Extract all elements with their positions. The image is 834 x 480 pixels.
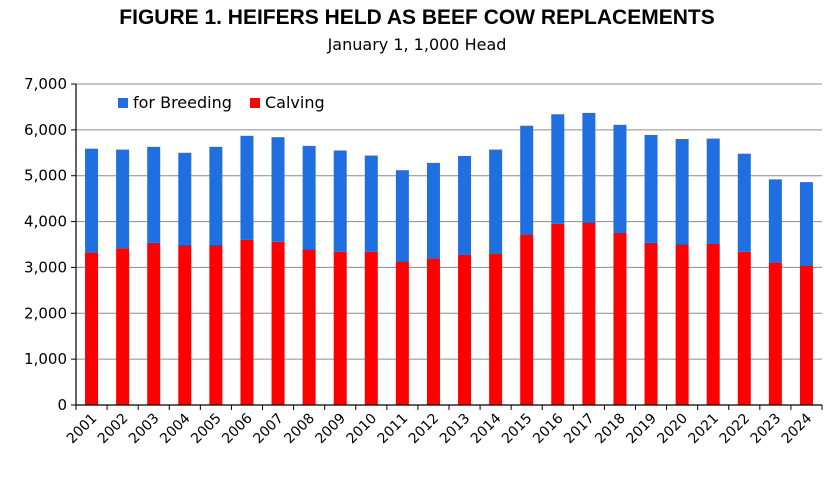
bar-for-breeding	[768, 179, 782, 263]
x-tick-label: 2005	[188, 411, 225, 448]
bar-for-breeding	[706, 138, 720, 244]
bar-for-breeding	[458, 155, 472, 255]
x-tick-label: 2001	[64, 411, 101, 448]
bar-for-breeding	[675, 139, 689, 245]
bar-for-breeding	[737, 153, 751, 252]
bar-for-breeding	[644, 134, 658, 243]
bar-calving	[644, 242, 658, 405]
x-tick-label: 2002	[95, 411, 132, 448]
bar-for-breeding	[426, 162, 440, 259]
bar-calving	[489, 253, 503, 405]
bar-for-breeding	[240, 135, 254, 240]
bar-calving	[302, 249, 316, 405]
x-tick-label: 2020	[654, 411, 691, 448]
legend-swatch-calving	[250, 98, 260, 108]
bar-for-breeding	[302, 145, 316, 250]
x-tick-label: 2015	[499, 411, 536, 448]
legend-swatch-for-breeding	[118, 98, 128, 108]
x-tick-label: 2014	[468, 410, 505, 447]
bar-for-breeding	[489, 149, 503, 254]
bar-calving	[240, 239, 254, 405]
bar-calving	[271, 241, 285, 405]
bar-calving	[85, 252, 99, 405]
x-tick-label: 2018	[592, 411, 629, 448]
bar-calving	[768, 262, 782, 405]
legend-label-calving: Calving	[265, 93, 325, 112]
bar-for-breeding	[85, 148, 99, 253]
bar-for-breeding	[799, 182, 813, 266]
bar-for-breeding	[582, 112, 596, 223]
x-tick-label: 2022	[717, 411, 754, 448]
y-tick-label: 5,000	[24, 167, 67, 185]
x-tick-label: 2019	[623, 411, 660, 448]
bar-calving	[333, 251, 347, 405]
x-tick-label: 2021	[686, 411, 723, 448]
y-tick-label: 6,000	[24, 121, 67, 139]
x-tick-label: 2024	[779, 410, 816, 447]
bar-for-breeding	[271, 137, 285, 242]
bar-calving	[582, 222, 596, 405]
bar-calving	[116, 248, 130, 405]
bar-calving	[799, 265, 813, 405]
bar-for-breeding	[520, 125, 534, 235]
bar-calving	[675, 244, 689, 405]
y-tick-label: 4,000	[24, 213, 67, 231]
bar-calving	[364, 251, 378, 405]
y-tick-label: 2,000	[24, 304, 67, 322]
bar-for-breeding	[364, 155, 378, 252]
bar-calving	[458, 254, 472, 405]
bar-calving	[395, 261, 409, 405]
y-tick-label: 3,000	[24, 258, 67, 276]
chart-subtitle: January 1, 1,000 Head	[327, 35, 507, 54]
bar-for-breeding	[147, 146, 161, 243]
bar-for-breeding	[395, 170, 409, 262]
x-tick-label: 2013	[437, 411, 474, 448]
x-tick-label: 2004	[157, 410, 194, 447]
bar-calving	[520, 234, 534, 405]
bar-calving	[706, 243, 720, 405]
bar-for-breeding	[613, 124, 627, 233]
x-tick-label: 2016	[530, 410, 567, 447]
bar-calving	[426, 258, 440, 405]
legend-label-for-breeding: for Breeding	[133, 93, 232, 112]
bar-calving	[147, 242, 161, 405]
x-tick-label: 2023	[748, 411, 785, 448]
x-tick-label: 2008	[281, 411, 318, 448]
bar-for-breeding	[551, 114, 565, 224]
chart-title: FIGURE 1. HEIFERS HELD AS BEEF COW REPLA…	[119, 6, 715, 29]
x-tick-label: 2003	[126, 411, 163, 448]
x-tick-label: 2011	[375, 411, 412, 448]
bar-for-breeding	[209, 146, 223, 245]
bar-for-breeding	[178, 152, 192, 245]
x-tick-label: 2009	[313, 411, 350, 448]
bar-for-breeding	[116, 149, 130, 249]
bar-calving	[209, 244, 223, 405]
bar-for-breeding	[333, 150, 347, 252]
bar-calving	[551, 223, 565, 405]
x-tick-label: 2007	[250, 411, 287, 448]
x-tick-label: 2012	[406, 411, 443, 448]
x-tick-label: 2017	[561, 411, 598, 448]
y-tick-label: 1,000	[24, 350, 67, 368]
x-tick-label: 2006	[219, 410, 256, 447]
bar-calving	[613, 232, 627, 405]
y-tick-label: 7,000	[24, 75, 67, 93]
y-tick-label: 0	[57, 396, 67, 414]
x-tick-label: 2010	[344, 411, 381, 448]
bar-calving	[178, 244, 192, 405]
bar-calving	[737, 251, 751, 405]
